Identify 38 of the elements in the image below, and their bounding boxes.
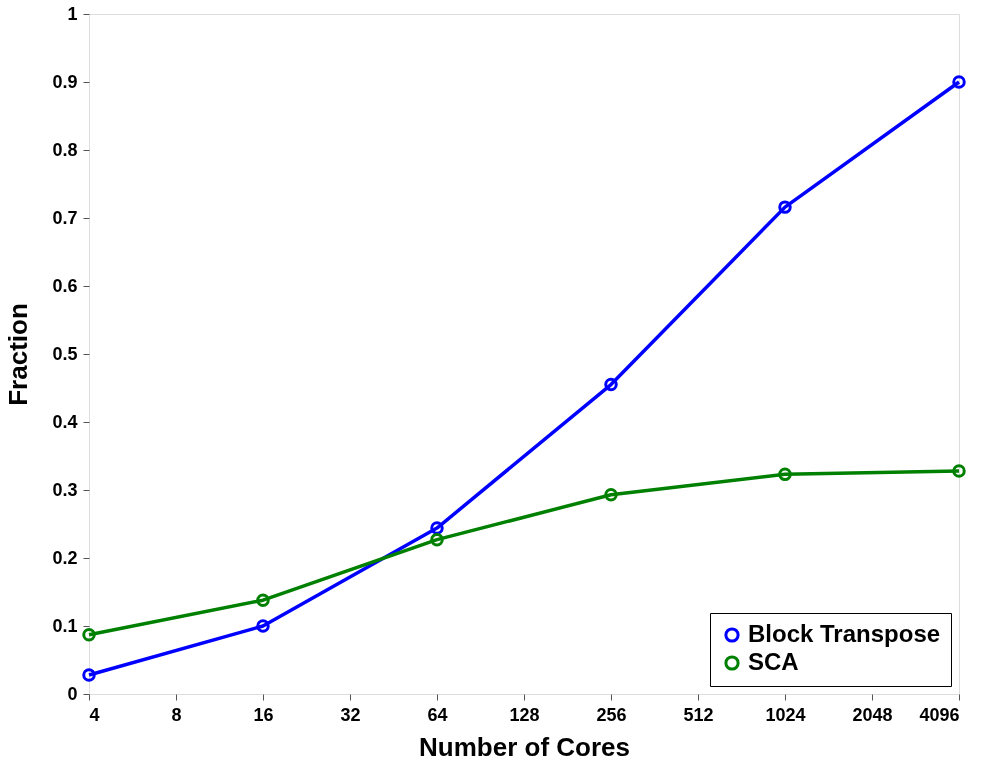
y-tick-label: 0.2 [52, 547, 78, 568]
point [778, 200, 792, 214]
y-tick-label: 0 [67, 683, 78, 704]
y-tick-label: 0.5 [52, 343, 78, 364]
point [952, 75, 966, 89]
point [256, 619, 270, 633]
y-tick-label: 0.8 [52, 139, 78, 160]
point [778, 467, 792, 482]
x-tick-label: 4 [89, 704, 100, 725]
y-tick-label: 0.7 [52, 207, 78, 228]
x-tick-label: 256 [596, 704, 627, 725]
x-axis-title: Number of Cores [419, 731, 630, 762]
x-tick-label: 8 [171, 704, 182, 725]
point [82, 628, 96, 642]
legend-label: SCA [748, 648, 799, 675]
x-tick-label: 64 [427, 704, 448, 725]
point [952, 464, 966, 478]
x-tick-label: 16 [253, 704, 274, 725]
y-tick-label: 0.6 [52, 275, 78, 296]
x-tick-label: 2048 [852, 704, 893, 725]
point [430, 521, 444, 535]
point [604, 488, 618, 502]
legend-label: Block Transpose [748, 620, 941, 647]
x-tick-label: 4096 [919, 704, 960, 725]
x-tick-label: 1024 [765, 704, 806, 725]
y-tick-label: 0.4 [52, 411, 78, 432]
x-tick-label: 512 [683, 704, 714, 725]
point [256, 593, 270, 607]
y-axis-title: Fraction [3, 303, 34, 406]
point [604, 377, 618, 392]
y-tick-label: 0.3 [52, 479, 78, 500]
x-tick-label: 128 [509, 704, 540, 725]
y-tick-label: 0.1 [52, 615, 78, 636]
x-tick-label: 32 [340, 704, 361, 725]
point [430, 532, 444, 547]
y-tick-label: 1 [67, 3, 78, 24]
y-tick-label: 0.9 [52, 71, 78, 92]
point [82, 668, 96, 682]
